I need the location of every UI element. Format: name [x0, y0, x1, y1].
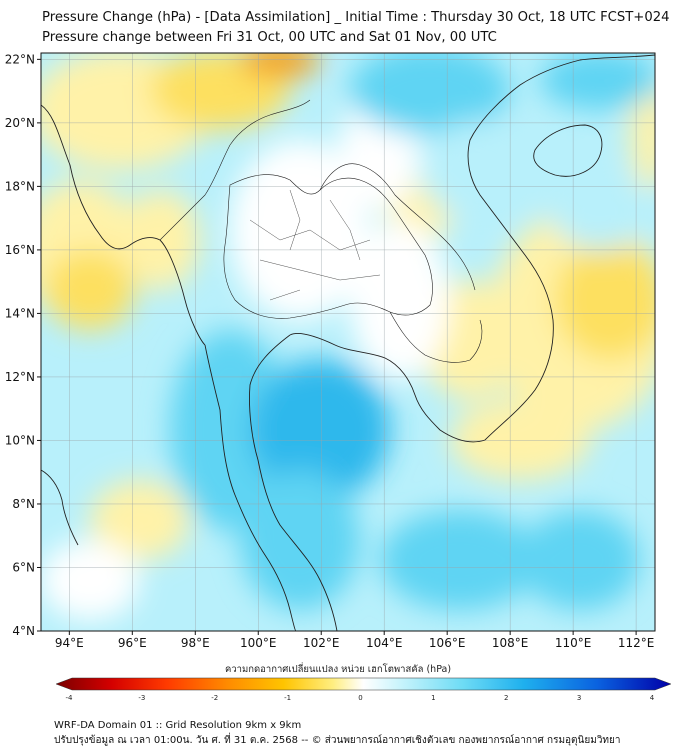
lon-tick-label: 106°E — [429, 636, 466, 650]
colorbar-tick-label: -2 — [211, 694, 218, 702]
vietnam-coastline — [467, 54, 655, 441]
lon-tick-label: 100°E — [240, 636, 277, 650]
lon-tick-label: 96°E — [118, 636, 147, 650]
colorbar-tick-label: 0 — [358, 694, 362, 702]
map-title-line2: Pressure change between Fri 31 Oct, 00 U… — [42, 30, 497, 45]
lat-tick-label: 8°N — [12, 497, 35, 511]
colorbar: -4 -3 -2 -1 0 1 2 3 4 — [55, 677, 672, 702]
footer-credit: ปรับปรุงข้อมูล ณ เวลา 01:00น. วัน ศ. ที่… — [54, 735, 621, 746]
myanmar-border — [159, 99, 311, 241]
lat-tick-label: 4°N — [12, 624, 35, 638]
colorbar-bar — [55, 677, 672, 691]
colorbar-tick-label: -1 — [284, 694, 291, 702]
latitude-axis: 22°N 20°N 18°N 16°N 14°N 12°N 10°N 8°N 6°N 4°N — [5, 52, 41, 638]
hainan-island — [533, 124, 603, 177]
sumatra-coastline — [41, 469, 79, 546]
cambodia-border — [389, 311, 483, 363]
lat-tick-label: 12°N — [5, 370, 35, 384]
province-lines — [249, 189, 381, 301]
peninsula-east-coastline — [249, 334, 338, 631]
colorbar-tick-label: -3 — [138, 694, 145, 702]
colorbar-tick-label: 1 — [431, 694, 435, 702]
colorbar-ticks: -4 -3 -2 -1 0 1 2 3 4 — [66, 694, 655, 702]
map-frame — [40, 52, 656, 632]
colorbar-title: ความกดอากาศเปลี่ยนแปลง หน่วย เฮกโตพาสคัล… — [224, 664, 452, 675]
lon-tick-label: 102°E — [303, 636, 340, 650]
footer-model-info: WRF-DA Domain 01 :: Grid Resolution 9km … — [54, 720, 302, 731]
lat-tick-label: 14°N — [5, 306, 35, 320]
colorbar-tick-label: 2 — [504, 694, 508, 702]
lat-tick-label: 18°N — [5, 179, 35, 193]
lon-tick-label: 112°E — [618, 636, 655, 650]
lat-tick-label: 10°N — [5, 433, 35, 447]
coastline-layer — [41, 54, 655, 631]
map-gridlines — [41, 53, 655, 631]
peninsula-west-coastline — [204, 344, 297, 631]
laos-border — [319, 163, 476, 291]
lat-tick-label: 20°N — [5, 116, 35, 130]
map-title-line1: Pressure Change (hPa) - [Data Assimilati… — [42, 10, 670, 25]
colorbar-tick-label: -4 — [66, 694, 74, 702]
lon-tick-label: 98°E — [181, 636, 210, 650]
pressure-field — [41, 53, 655, 631]
colorbar-tick-label: 4 — [650, 694, 655, 702]
thailand-border — [223, 174, 433, 319]
gulf-coastline — [289, 333, 486, 443]
lat-tick-label: 22°N — [5, 52, 35, 66]
colorbar-tick-label: 3 — [577, 694, 581, 702]
lon-tick-label: 94°E — [55, 636, 84, 650]
lon-tick-label: 108°E — [492, 636, 529, 650]
lat-tick-label: 16°N — [5, 243, 35, 257]
longitude-axis: 94°E 96°E 98°E 100°E 102°E 104°E 106°E 108°E 110… — [55, 631, 654, 650]
lon-tick-label: 110°E — [555, 636, 592, 650]
myanmar-coastline — [41, 104, 206, 346]
lon-tick-label: 104°E — [366, 636, 403, 650]
lat-tick-label: 6°N — [12, 560, 35, 574]
